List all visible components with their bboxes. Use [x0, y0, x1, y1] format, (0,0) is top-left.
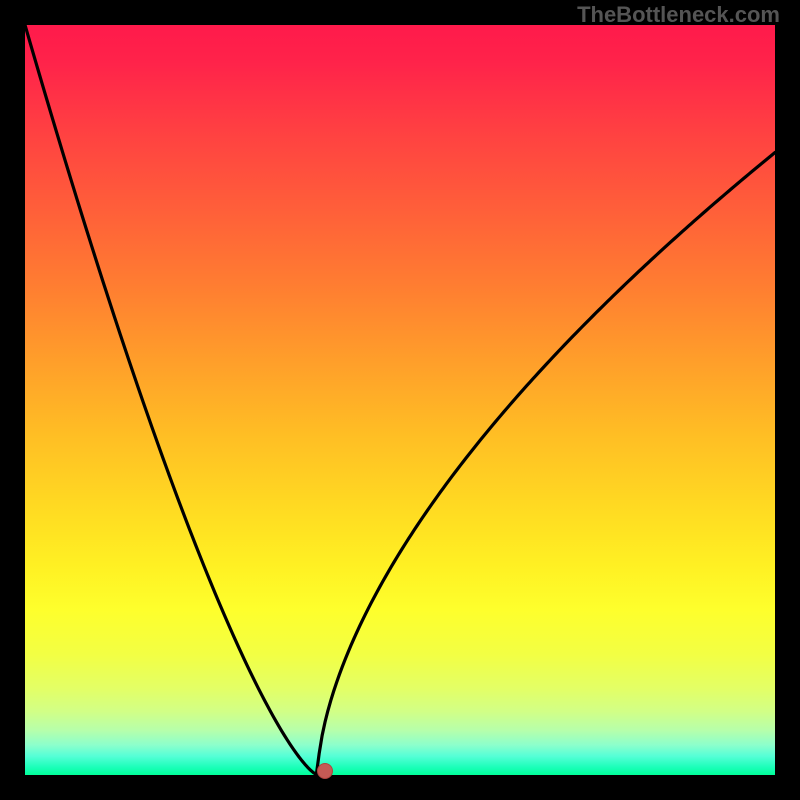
bottleneck-curve-path	[25, 25, 775, 775]
watermark-text: TheBottleneck.com	[577, 2, 780, 28]
plot-area	[25, 25, 775, 775]
bottleneck-curve-svg	[25, 25, 775, 775]
chart-root: { "watermark": { "text": "TheBottleneck.…	[0, 0, 800, 800]
optimal-point-marker	[317, 763, 333, 779]
